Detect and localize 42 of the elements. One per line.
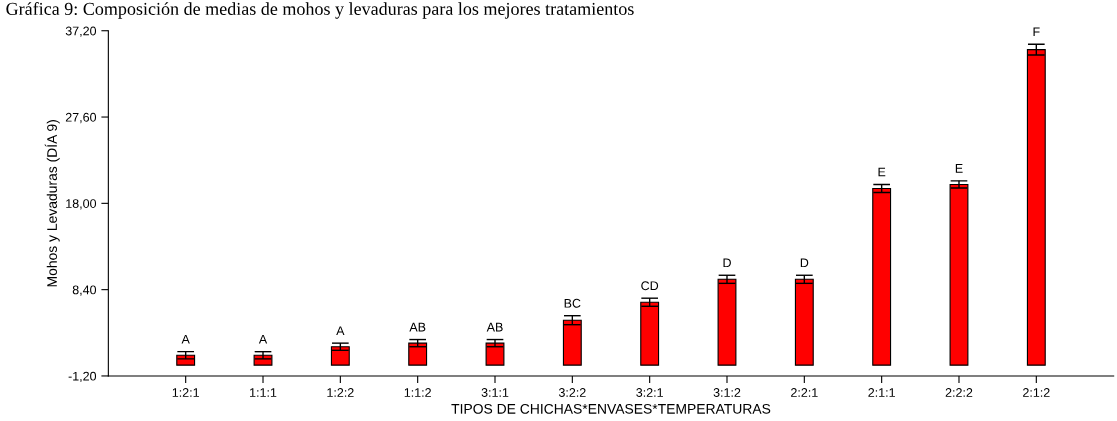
x-tick-label: 1:1:2 (404, 388, 431, 397)
annotation: A (336, 326, 345, 335)
annotation: A (258, 334, 268, 344)
x-tick-label: 3:2:2 (558, 388, 586, 397)
x-axis-title: TIPOS DE CHICHAS*ENVASES*TEMPERATURAS (451, 403, 771, 414)
annotation: D (723, 258, 731, 268)
bar (562, 319, 582, 366)
annotation: AB (409, 322, 426, 332)
x-tick-label: 2:2:1 (791, 388, 818, 397)
x-tick-label: 1:1:1 (250, 388, 277, 397)
x-tick-label: 2:1:1 (868, 388, 895, 397)
chart-title: Gráfica 9: Composición de medias de mohos y levaduras para los mejores tratamientos (6, 2, 634, 19)
x-tick-label: 3:2:1 (636, 388, 663, 397)
bar (408, 342, 428, 366)
bar (640, 301, 660, 366)
x-tick-label: 3:1:2 (713, 388, 741, 397)
bar (949, 183, 969, 366)
annotation: E (955, 164, 963, 173)
y-tick-label: 8,40 (72, 285, 97, 296)
annotation: CD (641, 281, 659, 291)
annotation: BC (564, 298, 581, 308)
annotation: A (181, 334, 190, 344)
y-tick-label: 37,20 (65, 26, 97, 37)
x-tick-label: 1:2:1 (172, 388, 199, 397)
bar (872, 187, 892, 366)
annotation: E (878, 167, 886, 177)
bar (717, 278, 737, 366)
x-tick-label: 2:2:2 (945, 388, 973, 397)
x-tick-label: 3:1:1 (481, 388, 509, 397)
y-tick-label: 18,00 (66, 199, 97, 210)
y-tick-label: -1,20 (68, 371, 97, 383)
bar (330, 346, 350, 366)
annotation: AB (486, 322, 503, 332)
bar (1026, 49, 1046, 366)
y-tick-label: 27,60 (65, 112, 97, 124)
bar (485, 342, 505, 366)
x-tick-label: 1:2:2 (327, 388, 354, 397)
y-axis-title: Mohos y Levaduras (DÍA 9) (44, 120, 60, 287)
x-tick-label: 2:1:2 (1023, 388, 1050, 397)
bar (794, 278, 814, 366)
annotation: D (800, 258, 809, 268)
annotation: F (1033, 27, 1040, 37)
